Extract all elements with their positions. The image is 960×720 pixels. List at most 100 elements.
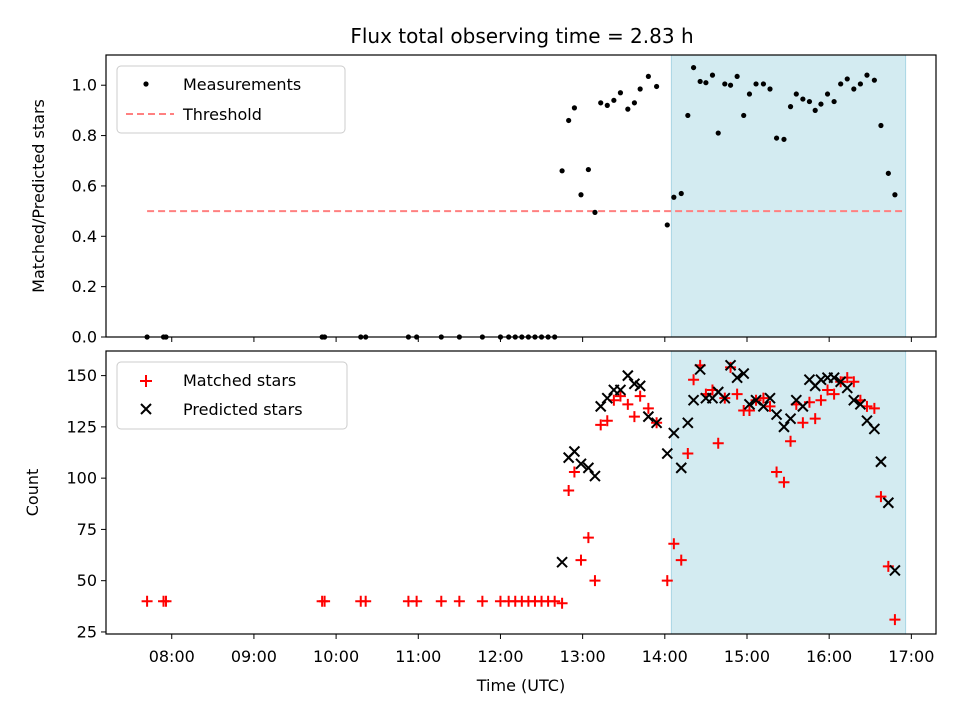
matched-star-point [764,400,776,412]
matched-star-point [682,448,694,460]
measurement-point [637,86,643,92]
matched-star-point [668,538,680,550]
predicted-star-point [589,470,601,482]
predicted-star-point [731,371,743,384]
legend-label-predicted: Predicted stars [183,400,303,419]
measurement-point [806,98,813,105]
matched-star-point [688,374,700,386]
matched-star-point [743,404,755,416]
matched-star-point [453,595,465,607]
measurement-point [685,112,691,119]
measurement-point [604,102,610,108]
measurement-point [722,81,728,87]
bottom-y-axis-label: Count [23,469,42,517]
predicted-star-point [868,423,881,435]
top-y-tick-label: 0.6 [72,176,97,195]
matched-star-point [575,554,587,566]
predicted-star-point [719,392,731,404]
predicted-star-point [694,363,706,376]
matched-star-point [435,595,447,607]
measurement-point [787,104,794,110]
predicted-star-point [757,400,770,413]
measurement-point [559,168,565,174]
predicted-star-point [743,398,756,411]
matched-star-point [771,466,783,478]
measurement-point [851,86,857,92]
x-tick-label: 15:00 [724,647,770,666]
measurement-point [715,130,721,136]
matched-star-point [319,595,331,607]
predicted-star-point [848,394,860,406]
matched-star-point [628,411,640,423]
predicted-star-point [568,445,581,458]
predicted-star-point [614,384,627,396]
top-y-axis-label: Matched/Predicted stars [29,99,48,293]
matched-star-point [725,361,737,373]
measurement-point [611,97,617,103]
matched-star-point [141,595,153,607]
matched-star-point [809,413,821,425]
bottom-x-ticks: 08:00 09:00 10:00 11:00 12:00 13:00 14:00 15:00… [149,634,934,666]
predicted-star-point [770,408,783,421]
predicted-star-point [675,462,687,474]
predicted-star-point [595,400,607,413]
measurement-point [690,64,697,71]
predicted-star-point [556,556,568,568]
predicted-star-point [815,374,827,386]
measurement-point [878,122,884,129]
matched-star-point [778,476,790,488]
measurement-point [746,91,753,97]
matched-star-point [549,595,561,607]
measurement-point [831,98,837,105]
measurement-point [585,166,591,173]
predicted-star-point [682,417,694,429]
matched-star-point [582,532,594,544]
measurement-point [727,82,734,88]
matched-star-point [731,388,743,400]
measurement-point [844,76,850,82]
bot-y-tick-label: 150 [66,366,97,385]
matched-star-point [568,466,580,478]
matched-star-point [785,435,797,447]
legend-marker-matched [140,375,152,387]
measurement-point [871,77,877,83]
x-tick-label: 11:00 [395,647,441,666]
measurement-point [645,73,651,80]
measurement-point [741,112,747,119]
predicted-star-point [854,398,867,411]
matched-star-point [601,415,613,427]
measurement-point [824,91,831,97]
measurement-point [818,101,824,107]
measurement-point [760,81,767,87]
predicted-star-point [882,497,895,509]
predicted-star-point [634,380,646,392]
measurement-point [631,100,638,106]
matched-star-point [848,376,860,388]
matched-star-point [476,595,488,607]
measurement-point [812,107,818,113]
predicted-star-point [650,417,663,429]
x-tick-label: 17:00 [888,647,934,666]
bot-y-tick-label: 50 [77,571,97,590]
legend-label-matched: Matched stars [183,371,296,390]
matched-star-point [712,437,724,449]
measurement-point [857,81,863,87]
matched-star-point [875,491,887,503]
measurement-point [625,106,631,112]
top-y-tick-label: 1.0 [72,76,97,95]
top-y-tick-label: 0.0 [72,328,97,347]
matched-star-point [797,417,809,429]
matched-star-point [868,402,880,414]
predicted-star-point [724,359,737,372]
matched-star-point [595,419,607,431]
predicted-star-point [642,410,655,423]
measurement-point [734,73,740,80]
measurement-point [781,136,787,142]
matched-star-point [556,597,568,609]
predicted-star-point [668,427,680,439]
top-highlight-span [670,54,907,338]
chart-title: Flux total observing time = 2.83 h [350,24,693,48]
predicted-star-point [841,382,853,394]
predicted-star-point [875,456,887,468]
x-tick-label: 13:00 [560,647,606,666]
